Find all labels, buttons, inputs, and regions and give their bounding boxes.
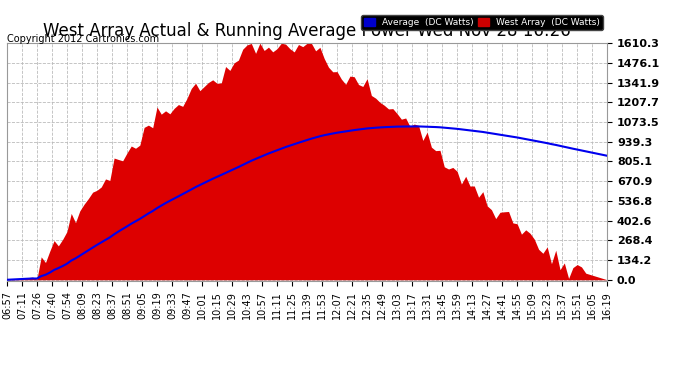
- Legend: Average  (DC Watts), West Array  (DC Watts): Average (DC Watts), West Array (DC Watts…: [361, 15, 602, 30]
- Title: West Array Actual & Running Average Power Wed Nov 28 16:26: West Array Actual & Running Average Powe…: [43, 22, 571, 40]
- Text: Copyright 2012 Cartronics.com: Copyright 2012 Cartronics.com: [7, 34, 159, 44]
